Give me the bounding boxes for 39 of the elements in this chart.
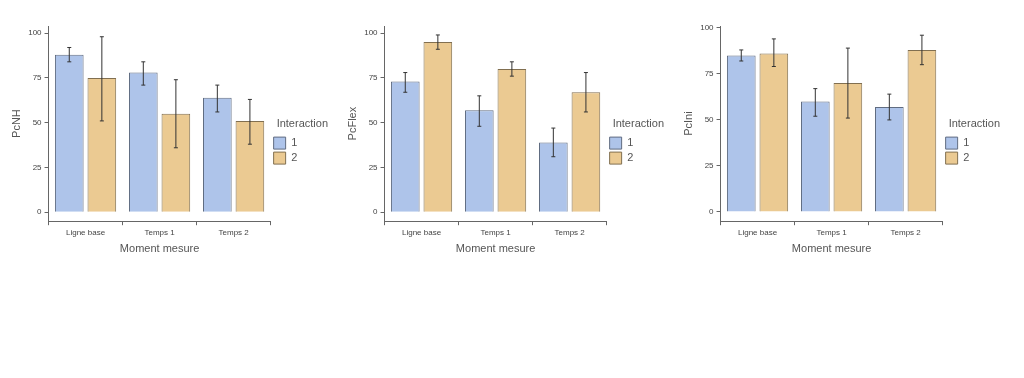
y-tick-label: 25 [32,162,43,172]
x-tick-label: Temps 1 [816,228,848,238]
x-tick-label: Ligne base [65,228,106,238]
y-tick-label: 50 [32,117,43,127]
y-axis-title: PcIni [681,111,694,136]
x-tick-label: Temps 1 [480,228,512,238]
y-axis-title: PcFlex [345,106,358,141]
x-tick-label: Ligne base [401,228,442,238]
legend-title: Interaction [948,117,1001,130]
y-tick-label: 50 [368,117,379,127]
y-axis-title: PcNH [9,109,22,138]
x-tick-label: Temps 2 [554,228,586,238]
y-tick-label: 75 [368,73,379,83]
y-tick-label: 75 [32,73,43,83]
y-tick-label: 100 [28,28,43,38]
y-tick-label: 100 [364,28,379,38]
y-tick-label: 0 [373,207,379,217]
y-tick-label: 25 [368,162,379,172]
y-tick-label: 0 [37,207,43,217]
x-tick-label: Temps 2 [218,228,250,238]
legend-label: 2 [291,151,298,164]
y-tick-label: 50 [704,115,715,125]
legend-label: 2 [627,151,634,164]
x-axis-title: Moment mesure [791,242,872,255]
x-tick-label: Temps 1 [144,228,176,238]
legend-title: Interaction [276,117,329,130]
legend-label: 1 [963,136,970,149]
legend-label: 1 [291,136,298,149]
x-axis-title: Moment mesure [119,242,200,255]
y-tick-label: 75 [704,69,715,79]
x-axis-title: Moment mesure [455,242,536,255]
y-tick-label: 100 [700,23,715,33]
y-tick-label: 0 [709,207,715,217]
legend-title: Interaction [612,117,665,130]
x-tick-label: Ligne base [737,228,778,238]
legend-label: 1 [627,136,634,149]
y-tick-label: 25 [704,161,715,171]
legend-label: 2 [963,151,970,164]
x-tick-label: Temps 2 [890,228,922,238]
